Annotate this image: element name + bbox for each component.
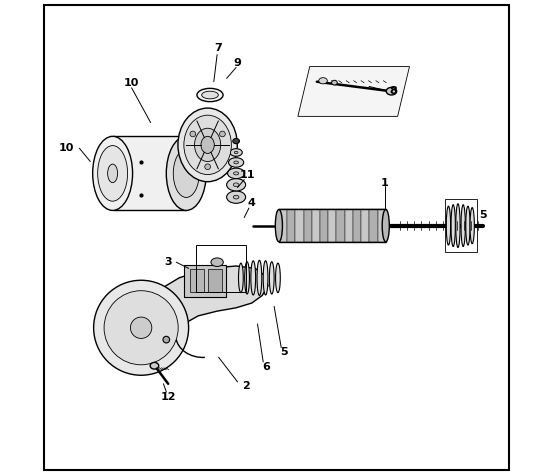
Ellipse shape bbox=[244, 262, 249, 294]
Ellipse shape bbox=[233, 172, 239, 175]
Circle shape bbox=[93, 280, 189, 375]
Bar bbox=[336, 209, 345, 242]
Bar bbox=[328, 209, 336, 242]
Ellipse shape bbox=[205, 164, 211, 170]
Text: 2: 2 bbox=[242, 380, 249, 391]
Polygon shape bbox=[144, 266, 268, 349]
Text: 3: 3 bbox=[164, 257, 172, 267]
Ellipse shape bbox=[470, 208, 474, 244]
Ellipse shape bbox=[220, 131, 225, 137]
Ellipse shape bbox=[150, 362, 159, 369]
Text: 12: 12 bbox=[160, 391, 176, 402]
Ellipse shape bbox=[228, 168, 244, 179]
Ellipse shape bbox=[197, 88, 223, 102]
Bar bbox=[304, 209, 312, 242]
Text: 7: 7 bbox=[215, 43, 222, 54]
Polygon shape bbox=[113, 136, 186, 210]
Ellipse shape bbox=[211, 258, 223, 266]
Ellipse shape bbox=[178, 108, 237, 182]
Ellipse shape bbox=[233, 139, 239, 144]
Text: 4: 4 bbox=[248, 198, 255, 209]
Ellipse shape bbox=[108, 164, 118, 182]
Ellipse shape bbox=[319, 78, 327, 84]
Bar bbox=[312, 209, 320, 242]
Bar bbox=[279, 209, 287, 242]
Bar bbox=[361, 209, 369, 242]
Text: 8: 8 bbox=[389, 86, 397, 96]
Ellipse shape bbox=[173, 149, 199, 198]
Bar bbox=[207, 269, 222, 292]
Ellipse shape bbox=[238, 263, 243, 293]
Ellipse shape bbox=[184, 115, 231, 175]
Bar bbox=[196, 245, 246, 292]
Text: 11: 11 bbox=[239, 170, 255, 180]
Ellipse shape bbox=[446, 206, 451, 245]
Ellipse shape bbox=[466, 206, 470, 245]
Polygon shape bbox=[298, 66, 410, 116]
Ellipse shape bbox=[233, 195, 239, 199]
Ellipse shape bbox=[275, 263, 280, 293]
Ellipse shape bbox=[234, 161, 238, 164]
Ellipse shape bbox=[233, 183, 239, 187]
Ellipse shape bbox=[230, 149, 242, 156]
Text: 5: 5 bbox=[479, 209, 487, 220]
Bar bbox=[353, 209, 361, 242]
Ellipse shape bbox=[227, 179, 246, 191]
Bar bbox=[345, 209, 353, 242]
Ellipse shape bbox=[456, 204, 460, 247]
Ellipse shape bbox=[251, 261, 255, 295]
Bar bbox=[378, 209, 386, 242]
Ellipse shape bbox=[98, 145, 128, 201]
Ellipse shape bbox=[332, 80, 337, 85]
Ellipse shape bbox=[228, 158, 244, 167]
Ellipse shape bbox=[275, 209, 283, 242]
Ellipse shape bbox=[202, 91, 218, 99]
Text: 5: 5 bbox=[280, 347, 288, 358]
Ellipse shape bbox=[461, 205, 465, 247]
Ellipse shape bbox=[269, 262, 274, 294]
Bar bbox=[287, 209, 295, 242]
Text: 10: 10 bbox=[124, 78, 139, 88]
Text: 6: 6 bbox=[262, 361, 270, 372]
Ellipse shape bbox=[195, 128, 221, 162]
Bar bbox=[184, 265, 226, 297]
Ellipse shape bbox=[386, 87, 397, 95]
Bar bbox=[295, 209, 304, 242]
Circle shape bbox=[104, 291, 178, 365]
Ellipse shape bbox=[263, 261, 268, 295]
Text: 9: 9 bbox=[233, 57, 242, 68]
Ellipse shape bbox=[227, 191, 246, 203]
Bar bbox=[320, 209, 328, 242]
Ellipse shape bbox=[257, 260, 262, 295]
Ellipse shape bbox=[93, 136, 133, 210]
Ellipse shape bbox=[451, 205, 455, 247]
Ellipse shape bbox=[166, 136, 206, 210]
Bar bbox=[190, 269, 204, 292]
Bar bbox=[279, 209, 386, 242]
Bar bbox=[369, 209, 378, 242]
Ellipse shape bbox=[234, 152, 238, 153]
Ellipse shape bbox=[163, 336, 170, 343]
Ellipse shape bbox=[131, 317, 152, 338]
Ellipse shape bbox=[382, 209, 389, 242]
Text: 1: 1 bbox=[381, 178, 389, 188]
Ellipse shape bbox=[201, 136, 214, 153]
Ellipse shape bbox=[190, 131, 196, 137]
Bar bbox=[445, 200, 477, 252]
Text: 10: 10 bbox=[59, 143, 74, 153]
